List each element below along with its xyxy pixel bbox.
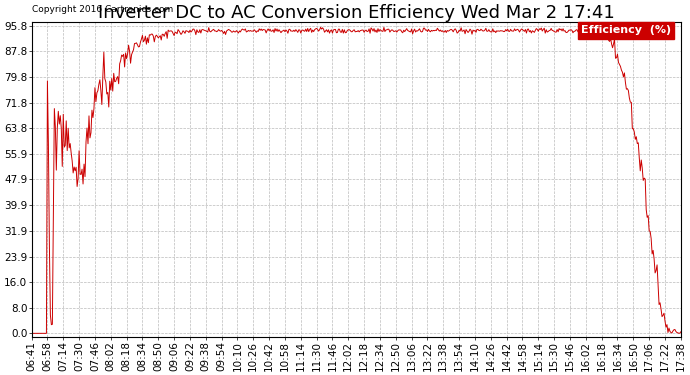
Text: Copyright 2016 Cartronics.com: Copyright 2016 Cartronics.com bbox=[32, 6, 173, 15]
Title: Inverter DC to AC Conversion Efficiency Wed Mar 2 17:41: Inverter DC to AC Conversion Efficiency … bbox=[98, 4, 615, 22]
Text: Efficiency  (%): Efficiency (%) bbox=[581, 26, 671, 36]
